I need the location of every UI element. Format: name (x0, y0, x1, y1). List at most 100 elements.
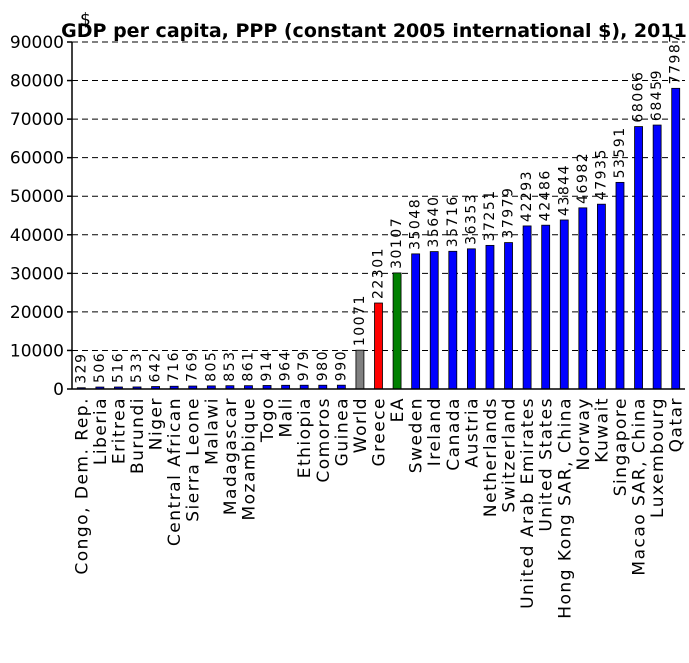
data-label: 68066 (631, 71, 647, 123)
data-label: 853 (222, 350, 238, 381)
data-label: 37251 (482, 189, 498, 241)
y-axis-ticks: 0 10000 20000 30000 40000 50000 60000 70000 8000… (10, 33, 72, 400)
x-tick-label: Canada (444, 397, 464, 471)
x-tick-label: Sierra Leone (184, 397, 204, 522)
x-tick-label: Switzerland (500, 397, 520, 513)
data-label: 42486 (538, 169, 554, 221)
x-tick-label: Qatar (667, 397, 687, 452)
x-tick-label: Singapore (611, 397, 631, 496)
x-tick-label: Central African (165, 397, 185, 546)
x-tick-label: Niger (147, 397, 167, 450)
bar (429, 251, 439, 390)
bar (597, 203, 606, 390)
x-tick-label: Guinea (332, 397, 352, 466)
y-tick-label: 10000 (10, 341, 64, 361)
data-label: 37979 (501, 187, 517, 239)
bar (578, 207, 588, 390)
x-axis-ticks: Congo, Dem. Rep.LiberiaEritreaBurundiNig… (72, 397, 686, 619)
data-labels: 329 506 516 533 642 716 769 805 853 861 914 964 979 9… (73, 32, 683, 383)
x-tick-label: Togo (258, 397, 278, 443)
data-label: 861 (240, 350, 256, 381)
y-tick-label: 80000 (10, 72, 64, 92)
x-tick-label: EA (388, 397, 408, 422)
x-tick-label: Eritrea (109, 397, 129, 464)
x-tick-label: Ethiopia (295, 397, 315, 478)
data-label: 22301 (371, 247, 387, 299)
data-label: 516 (110, 352, 126, 383)
x-tick-label: Norway (574, 397, 594, 471)
y-tick-label: 70000 (10, 110, 64, 130)
bar (504, 242, 513, 390)
data-label: 329 (73, 352, 89, 383)
data-label: 36353 (463, 193, 479, 245)
bar (615, 181, 625, 390)
data-label: 35640 (426, 196, 442, 248)
data-label: 769 (185, 351, 201, 382)
data-label: 716 (166, 351, 182, 382)
data-label: 990 (333, 350, 349, 381)
data-label: 43844 (556, 164, 572, 216)
y-tick-label: 50000 (10, 187, 64, 207)
x-tick-label: Mozambique (239, 397, 259, 521)
x-tick-label: Greece (370, 397, 390, 467)
x-tick-label: Austria (462, 397, 482, 468)
data-label: 46982 (575, 152, 591, 204)
bar (448, 250, 458, 390)
x-tick-label: Macao SAR, China (630, 397, 650, 576)
data-label: 805 (203, 351, 219, 382)
data-label: 980 (315, 350, 331, 381)
y-tick-label: 40000 (10, 226, 64, 246)
bar (374, 302, 383, 390)
data-label: 964 (278, 350, 294, 381)
x-tick-label: United Arab Emirates (518, 397, 538, 609)
x-tick-label: Comoros (314, 397, 334, 483)
bar (485, 244, 495, 390)
chart-title: GDP per capita, PPP (constant 2005 inter… (61, 20, 687, 42)
x-tick-label: Mali (277, 397, 297, 438)
data-label: 35048 (408, 198, 424, 250)
x-tick-label: Burundi (128, 397, 148, 474)
y-unit-label: $ (80, 10, 91, 30)
x-tick-label: Kuwait (592, 397, 612, 463)
bar (522, 225, 532, 390)
data-label: 77987 (668, 32, 684, 84)
data-label: 979 (296, 350, 312, 381)
bar (634, 126, 643, 390)
bar (652, 124, 662, 390)
y-tick-label: 30000 (10, 264, 64, 284)
bar (466, 248, 476, 390)
data-label: 42293 (519, 170, 535, 222)
x-tick-label: Hong Kong SAR, China (555, 397, 575, 619)
bar (541, 224, 551, 390)
data-label: 10071 (352, 294, 368, 346)
bar (671, 87, 681, 390)
x-tick-label: United States (537, 397, 557, 532)
x-tick-label: Netherlands (481, 397, 501, 517)
bar (411, 253, 421, 390)
data-label: 642 (148, 351, 164, 382)
y-tick-label: 90000 (10, 33, 64, 53)
x-tick-label: Ireland (425, 397, 445, 466)
bar (392, 272, 402, 390)
bars (76, 87, 681, 390)
x-tick-label: World (351, 397, 371, 453)
x-tick-label: Congo, Dem. Rep. (72, 397, 92, 575)
data-label: 506 (92, 352, 108, 383)
data-label: 35716 (445, 195, 461, 247)
data-label: 47935 (593, 148, 609, 200)
bar (355, 349, 365, 390)
y-tick-label: 0 (53, 380, 64, 400)
x-tick-label: Malawi (202, 397, 222, 465)
x-tick-label: Madagascar (221, 397, 241, 515)
y-tick-label: 60000 (10, 149, 64, 169)
bar (559, 219, 569, 390)
y-tick-label: 20000 (10, 303, 64, 323)
data-label: 30107 (389, 217, 405, 269)
x-tick-label: Sweden (407, 397, 427, 473)
x-tick-label: Luxembourg (648, 397, 668, 518)
x-tick-label: Liberia (91, 397, 111, 465)
data-label: 68459 (649, 69, 665, 121)
data-label: 533 (129, 352, 145, 383)
data-label: 914 (259, 350, 275, 381)
